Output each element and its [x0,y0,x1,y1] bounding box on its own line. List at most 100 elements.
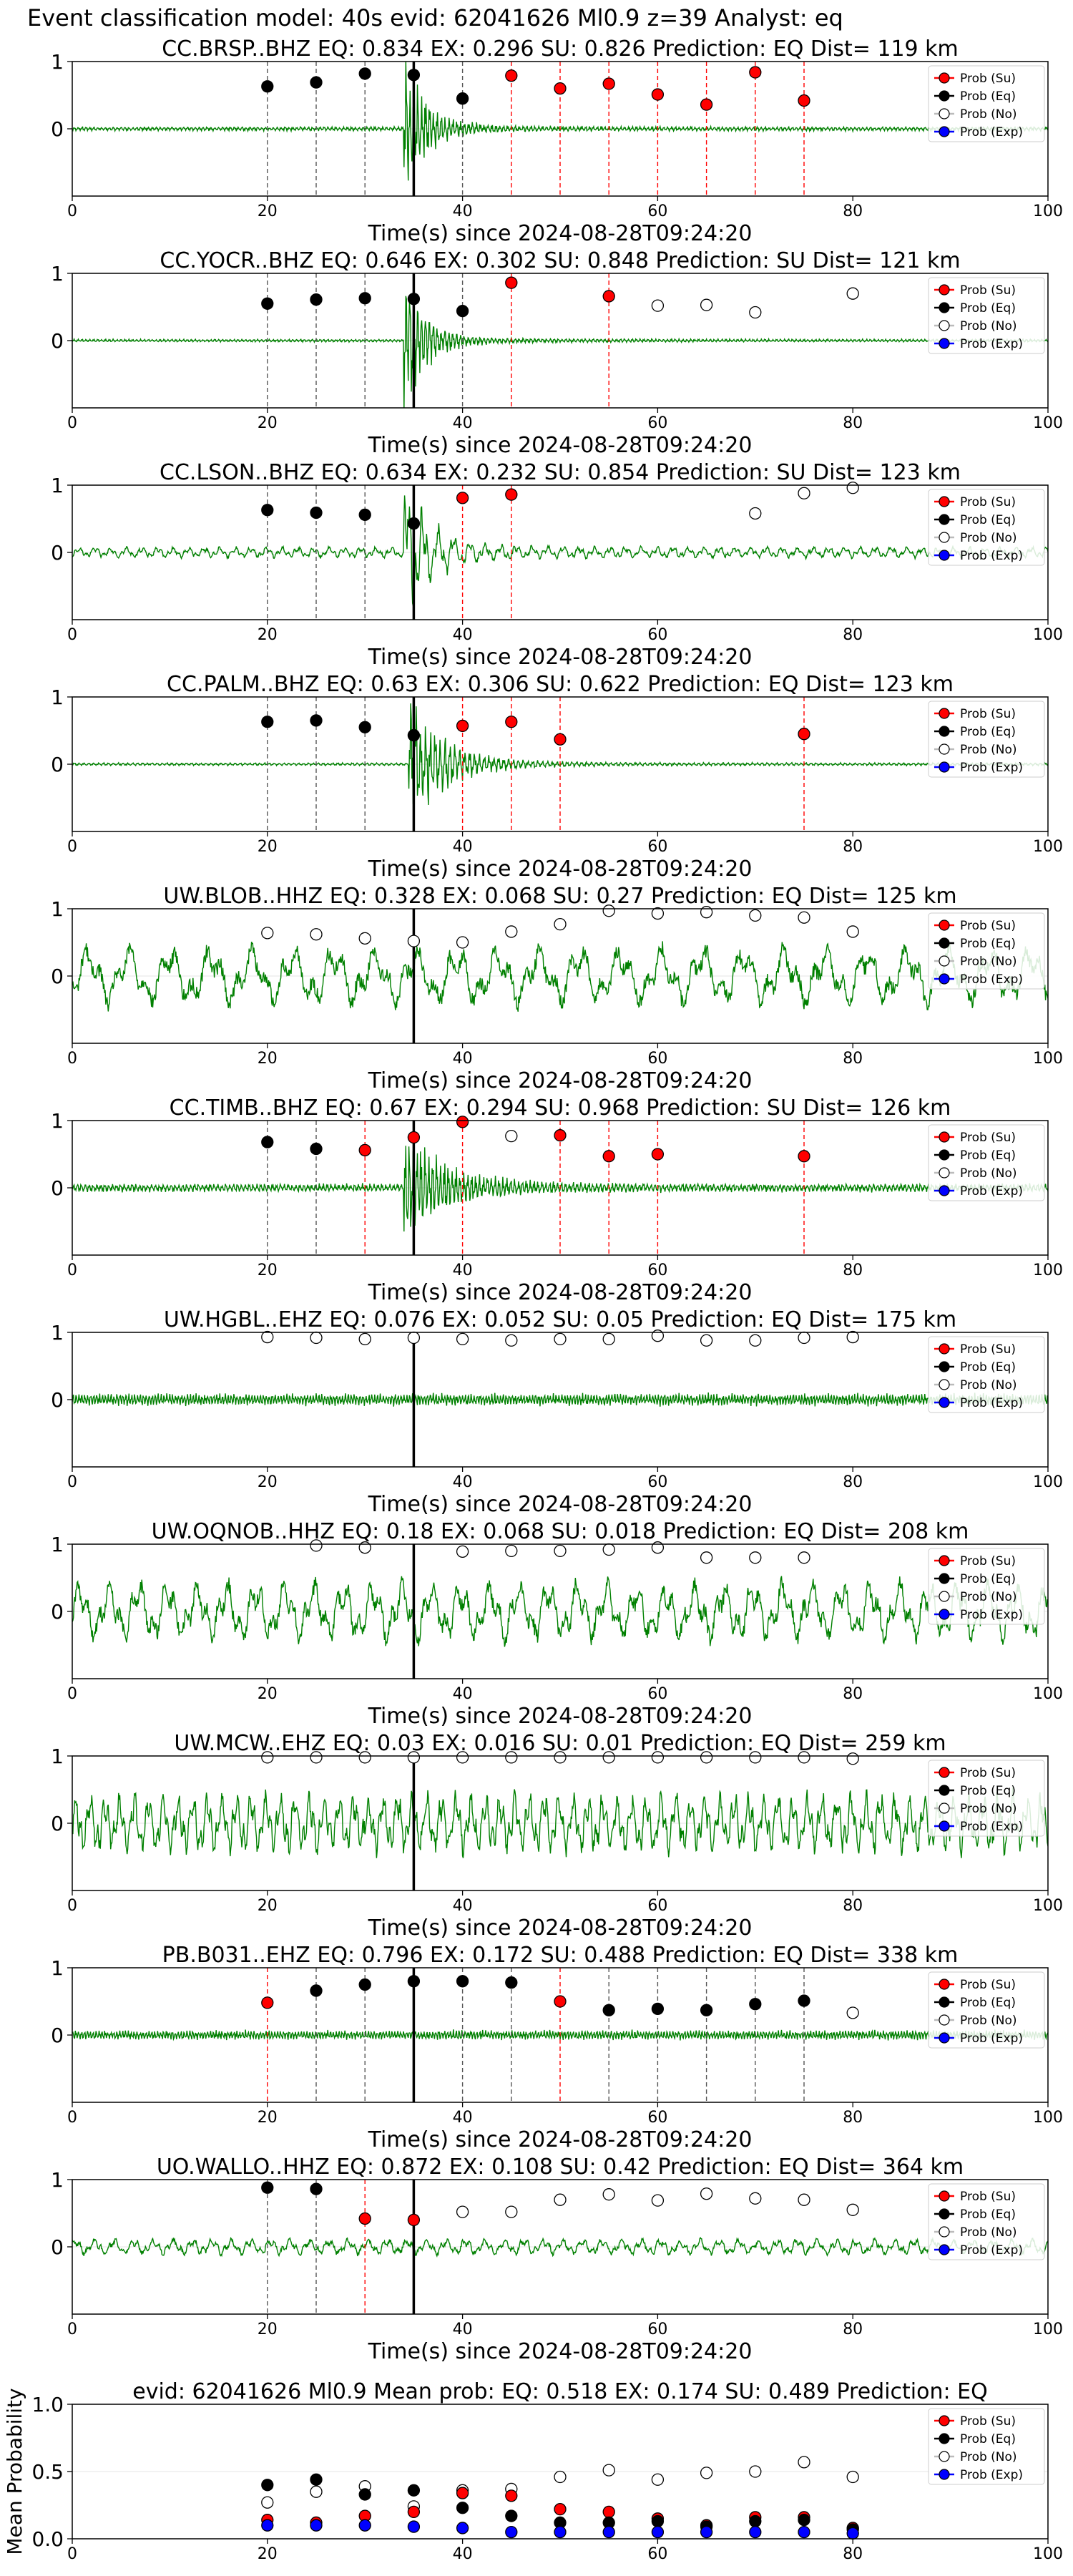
prob-point-no [846,2470,859,2484]
x-tick-label: 60 [647,2109,667,2127]
x-tick-label: 20 [258,2109,278,2127]
prob-point-eq [407,1975,421,1988]
legend: Prob (Su) Prob (Eq) Prob (No) Prob (Exp) [928,1760,1045,1837]
legend-label-no: Prob (No) [960,1802,1017,1816]
prob-point-no [798,911,810,924]
prob-point-eq [358,2488,371,2501]
legend: Prob (Su) Prob (Eq) Prob (No) Prob (Exp) [928,2408,1045,2485]
x-tick-label: 60 [647,203,667,220]
legend-box [928,65,1045,142]
prob-point-su [456,492,469,504]
prob-point-exp [651,2525,665,2539]
waveform-trace [72,495,1048,606]
chart-title: UO.WALLO..HHZ EQ: 0.872 EX: 0.108 SU: 0.… [157,2155,964,2180]
prob-point-no [261,1751,274,1764]
legend-marker-no [939,532,950,543]
waveform-trace [72,1576,1048,1647]
prob-point-eq [261,2479,274,2492]
legend-marker-su [939,1767,950,1778]
prob-point-no [749,1334,762,1347]
prob-point-no [700,906,713,919]
x-tick-label: 40 [453,2545,473,2563]
legend-label-su: Prob (Su) [960,1554,1016,1568]
legend-label-eq: Prob (Eq) [960,1996,1016,2010]
prob-point-no [602,1751,615,1764]
figure-title: Event classification model: 40s evid: 62… [27,4,843,31]
prob-point-eq [310,714,323,727]
waveform-trace [72,941,1048,1012]
prob-point-no [749,1551,762,1564]
x-tick-label: 40 [453,2109,473,2127]
x-tick-label: 60 [647,2321,667,2338]
prob-point-no [310,1539,323,1552]
prob-point-su [798,728,810,741]
prob-point-su [554,82,567,95]
x-tick-label: 100 [1033,414,1063,432]
prob-point-no [310,2485,323,2498]
prob-point-su [407,2505,421,2519]
legend-marker-exp [939,126,950,137]
prob-point-eq [358,67,371,80]
y-tick-label: 0 [51,1600,64,1624]
prob-point-su [505,276,518,289]
x-axis-label: Time(s) since 2024-08-28T09:24:20 [368,1916,753,1941]
prob-point-no [554,1544,567,1558]
prob-point-no [798,2193,810,2206]
legend: Prob (Su) Prob (Eq) Prob (No) Prob (Exp) [928,1971,1045,2049]
legend-marker-exp [939,973,950,985]
prob-point-no [651,299,665,312]
prob-point-no [505,1129,518,1143]
prob-point-su [798,1150,810,1163]
x-axis-label: Time(s) since 2024-08-28T09:24:20 [368,1704,753,1729]
prob-point-eq [310,506,323,519]
prob-point-eq [456,1975,469,1988]
chart-title: CC.PALM..BHZ EQ: 0.63 EX: 0.306 SU: 0.62… [167,672,954,697]
legend-label-no: Prob (No) [960,1378,1017,1392]
x-tick-label: 100 [1033,838,1063,856]
prob-point-eq [310,1142,323,1156]
legend-marker-exp [939,1185,950,1196]
prob-point-no [846,925,859,938]
prob-point-no [651,2473,665,2486]
chart-panel-6: CC.TIMB..BHZ EQ: 0.67 EX: 0.294 SU: 0.96… [51,1096,1063,1305]
y-tick-label: 0 [51,329,64,353]
prob-point-no [456,2205,469,2218]
legend-marker-eq [939,1149,950,1161]
legend-marker-su [939,72,950,84]
legend-label-su: Prob (Su) [960,2414,1016,2429]
legend-label-su: Prob (Su) [960,1978,1016,1992]
prob-point-no [554,917,567,931]
x-tick-label: 0 [67,203,77,220]
y-tick-label: 0 [51,2024,64,2047]
prob-point-no [358,1332,371,1346]
prob-point-no [602,1543,615,1556]
y-tick-label: 1 [51,50,64,74]
legend: Prob (Su) Prob (Eq) Prob (No) Prob (Exp) [928,277,1045,354]
x-axis-label: Time(s) since 2024-08-28T09:24:20 [368,2339,753,2364]
legend-marker-exp [939,1397,950,1408]
prob-point-eq [505,1976,518,1989]
legend-label-eq: Prob (Eq) [960,1784,1016,1798]
chart-title: CC.YOCR..BHZ EQ: 0.646 EX: 0.302 SU: 0.8… [160,248,960,273]
prob-point-no [798,1551,810,1564]
legend-label-no: Prob (No) [960,1166,1017,1181]
prob-point-no [407,1331,421,1345]
legend: Prob (Su) Prob (Eq) Prob (No) Prob (Exp) [928,2183,1045,2260]
prob-point-eq [456,2502,469,2514]
x-tick-label: 20 [258,1685,278,1703]
prob-point-exp [602,2525,615,2539]
prob-point-eq [261,297,274,310]
x-tick-label: 80 [843,1897,863,1915]
legend-label-eq: Prob (Eq) [960,301,1016,316]
legend-marker-no [939,1167,950,1179]
chart-title: UW.HGBL..EHZ EQ: 0.076 EX: 0.052 SU: 0.0… [164,1307,956,1332]
prob-point-eq [749,1998,762,2011]
y-tick-label: 1 [51,1745,64,1768]
prob-point-eq [700,2004,713,2016]
legend-label-no: Prob (No) [960,319,1017,333]
legend-marker-su [939,708,950,719]
prob-point-no [358,932,371,945]
x-tick-label: 20 [258,414,278,432]
y-tick-label: 0 [51,2235,64,2259]
